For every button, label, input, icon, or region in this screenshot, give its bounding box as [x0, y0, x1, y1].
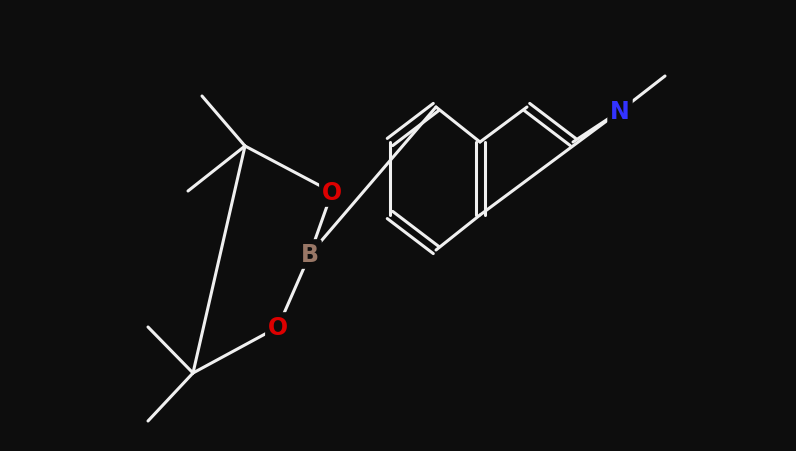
Text: N: N [610, 100, 630, 124]
Text: B: B [301, 243, 319, 267]
Text: O: O [322, 180, 342, 205]
Text: O: O [268, 315, 288, 339]
